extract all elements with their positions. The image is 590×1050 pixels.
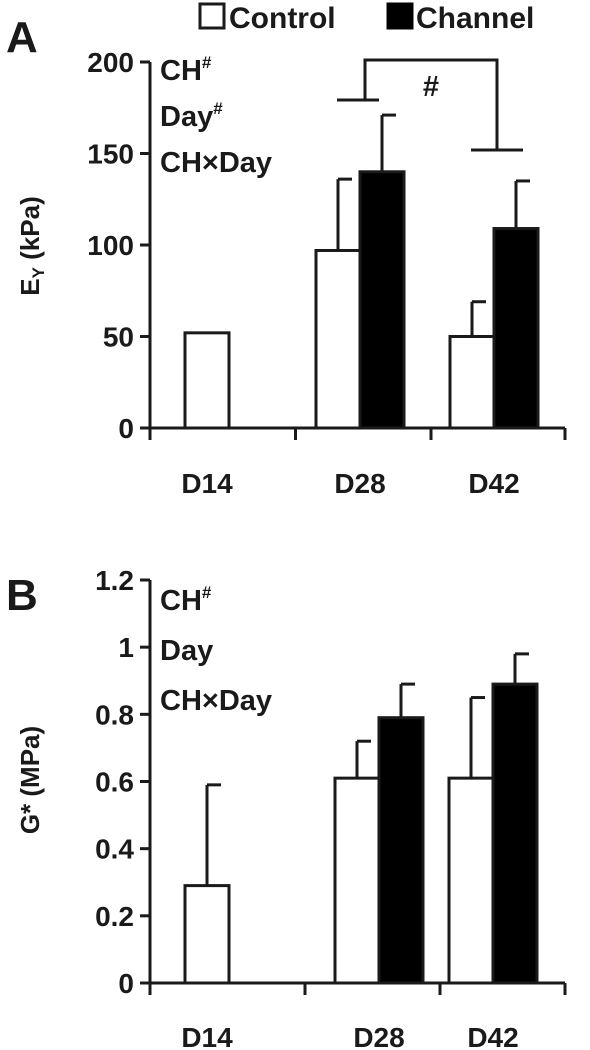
panel-b-y-tick-label: 0.8 [95, 699, 134, 730]
legend-control-label: Control [229, 2, 336, 35]
panel-a-bar-control-d42 [448, 335, 496, 430]
panel-b-stat-annotation: Day [160, 635, 213, 667]
panel-b-y-tick-label: 1.2 [95, 565, 134, 596]
panel-b-bar-control-d42 [447, 776, 495, 985]
panel-b-x-tick-label: D42 [467, 1022, 518, 1050]
panel-b-bar-channel-d42 [491, 682, 539, 985]
panel-b-x-tick-label: D14 [181, 1022, 233, 1050]
panel-a-x-tick-label: D14 [181, 468, 233, 499]
panel-b-stat-annotation: CH# [160, 583, 212, 617]
panel-b-bar-control-d28 [333, 776, 381, 985]
panel-a-significance-label: # [423, 71, 439, 103]
panel-b-x-tick-label: D28 [353, 1022, 404, 1050]
panel-b-y-tick-label: 1 [118, 632, 134, 663]
legend-channel-label: Channel [416, 2, 534, 35]
legend-channel-swatch [386, 2, 414, 30]
panel-a-stat-annotation: CH×Day [160, 147, 272, 179]
panel-b-y-axis-title: G* (MPa) [15, 726, 45, 834]
panel-b-y-tick-label: 0.4 [95, 834, 134, 865]
panel-a-y-axis-title: EY (kPa) [15, 196, 48, 296]
panel-a-letter: A [6, 13, 38, 62]
panel-a-y-tick-label: 0 [118, 413, 134, 444]
panel-a-bracket-line [363, 58, 499, 150]
panel-a-y-tick-label: 100 [87, 230, 134, 261]
legend-control-swatch [198, 2, 226, 30]
panel-a-significance-bracket: # [337, 58, 523, 152]
panel-a-bar-channel-d28 [358, 170, 406, 430]
panel-b-y-tick-label: 0.2 [95, 901, 134, 932]
panel-b-y-tick-label: 0 [118, 968, 134, 999]
panel-a-stat-annotation: Day# [160, 99, 223, 133]
panel-b-y-tick-label: 0.6 [95, 767, 134, 798]
panel-b-letter: B [6, 571, 38, 620]
panel-a-plot: 0 50 100 150 200 D14 D28 D42 CH# Day# CH×Day # [87, 47, 567, 499]
panel-a-bar-control-d14 [183, 331, 231, 430]
panel-a-stat-annotation: CH# [160, 53, 212, 87]
panel-a-y-tick-label: 200 [87, 47, 134, 78]
legend: Control Channel [198, 2, 534, 35]
panel-a-y-tick-label: 50 [103, 322, 134, 353]
panel-a-x-tick-label: D28 [334, 468, 385, 499]
panel-b-bar-channel-d28 [377, 716, 425, 985]
panel-a-x-tick-label: D42 [468, 468, 519, 499]
panel-b-stat-annotation: CH×Day [160, 685, 272, 717]
panel-b-bar-control-d14 [183, 884, 231, 985]
panel-a-y-tick-label: 150 [87, 139, 134, 170]
panel-a-bar-control-d28 [314, 248, 362, 430]
panel-a-bar-channel-d42 [492, 227, 540, 430]
panel-b-plot: 0 0.2 0.4 0.6 0.8 1 1.2 D14 D28 D42 CH# Day CH×Day [95, 565, 567, 1050]
